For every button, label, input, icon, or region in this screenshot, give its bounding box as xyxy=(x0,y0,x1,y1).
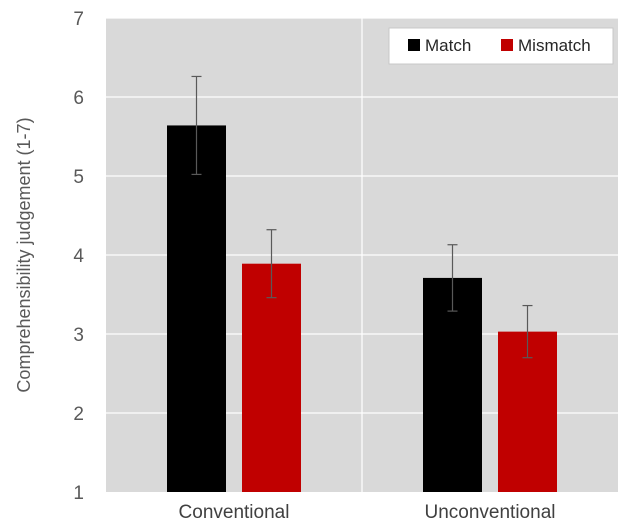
y-tick-label: 1 xyxy=(73,483,84,504)
bar-unconventional-mismatch xyxy=(498,331,557,492)
y-tick-label: 4 xyxy=(73,246,84,267)
bar-unconventional-match xyxy=(423,277,482,492)
x-axis-labels: Conventional Unconventional xyxy=(179,502,556,523)
error-bars xyxy=(191,75,533,359)
legend-label-match: Match xyxy=(425,36,471,55)
bar-conventional-mismatch xyxy=(242,263,301,492)
legend-swatch-match xyxy=(408,39,420,51)
legend-label-mismatch: Mismatch xyxy=(518,36,591,55)
y-tick-label: 5 xyxy=(73,167,84,188)
legend-swatch-mismatch xyxy=(501,39,513,51)
legend: Match Mismatch xyxy=(388,27,614,65)
y-axis-label: Comprehensibility judgement (1-7) xyxy=(14,117,34,392)
y-tick-label: 6 xyxy=(73,88,84,109)
y-tick-label: 3 xyxy=(73,325,84,346)
bars xyxy=(167,125,557,492)
y-axis-ticks: 1 2 3 4 5 6 7 xyxy=(73,9,84,504)
bar-conventional-match xyxy=(167,125,226,492)
y-tick-label: 2 xyxy=(73,404,84,425)
x-tick-label: Unconventional xyxy=(425,502,556,523)
x-tick-label: Conventional xyxy=(179,502,290,523)
y-tick-label: 7 xyxy=(73,9,84,30)
